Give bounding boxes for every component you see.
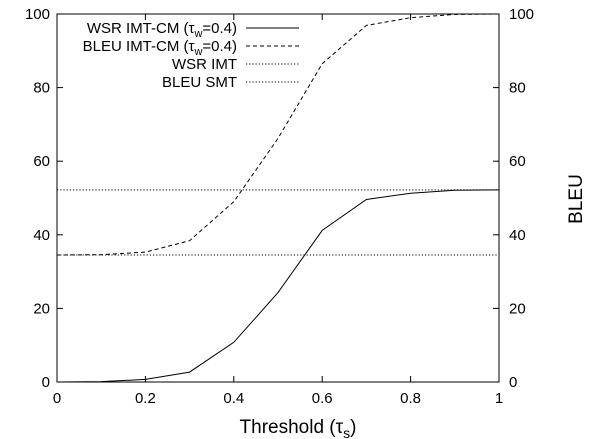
legend-label-main: WSR IMT [172, 56, 237, 73]
plot-series [56, 13, 500, 383]
legend-label-subscript: w [193, 46, 202, 58]
legend-label-subscript: w [193, 28, 202, 40]
y-tick-label-right: 0 [509, 374, 517, 391]
x-tick-label: 0.6 [312, 390, 333, 407]
legend-label: WSR IMT-CM (τw=0.4) [87, 20, 237, 40]
x-axis-title-close: ) [350, 417, 356, 438]
y-tick-label-left: 0 [42, 374, 50, 391]
y-tick-label-right: 60 [509, 153, 526, 170]
legend-label-main: BLEU IMT-CM (τ [83, 38, 195, 55]
y-tick-label-right: 100 [509, 6, 534, 23]
series-line-2 [56, 13, 500, 256]
x-tick-label: 0.2 [135, 390, 156, 407]
y-axis-title-right: BLEU [566, 174, 587, 224]
y-tick-label-left: 60 [33, 153, 50, 170]
plot-frame [56, 13, 500, 383]
legend-label-tail: =0.4) [202, 38, 237, 55]
legend-label: WSR IMT [172, 56, 237, 73]
x-axis-title-main: Threshold (τ [240, 417, 344, 438]
y-tick-label-right: 80 [509, 80, 526, 97]
legend-label: BLEU IMT-CM (τw=0.4) [83, 38, 237, 58]
legend-label-tail: =0.4) [202, 20, 237, 37]
x-tick-label: 0 [53, 390, 61, 407]
x-tick-label: 0.4 [223, 390, 244, 407]
x-axis-title-subscript: s [343, 425, 350, 439]
legend-label-main: WSR IMT-CM (τ [87, 20, 195, 37]
y-tick-label-left: 80 [33, 80, 50, 97]
y-tick-label-left: 20 [33, 300, 50, 317]
y-tick-label-left: 100 [25, 6, 50, 23]
y-tick-label-right: 20 [509, 300, 526, 317]
x-tick-label: 0.8 [400, 390, 421, 407]
x-axis-title: Threshold (τs) [240, 417, 357, 439]
legend-label-main: BLEU SMT [162, 74, 237, 91]
series-line-1 [56, 189, 500, 383]
legend-label: BLEU SMT [162, 74, 237, 91]
y-tick-label-left: 40 [33, 227, 50, 244]
legend: WSR IMT-CM (τw=0.4)BLEU IMT-CM (τw=0.4)W… [83, 20, 299, 91]
y-tick-label-right: 40 [509, 227, 526, 244]
x-tick-label: 1 [495, 390, 503, 407]
